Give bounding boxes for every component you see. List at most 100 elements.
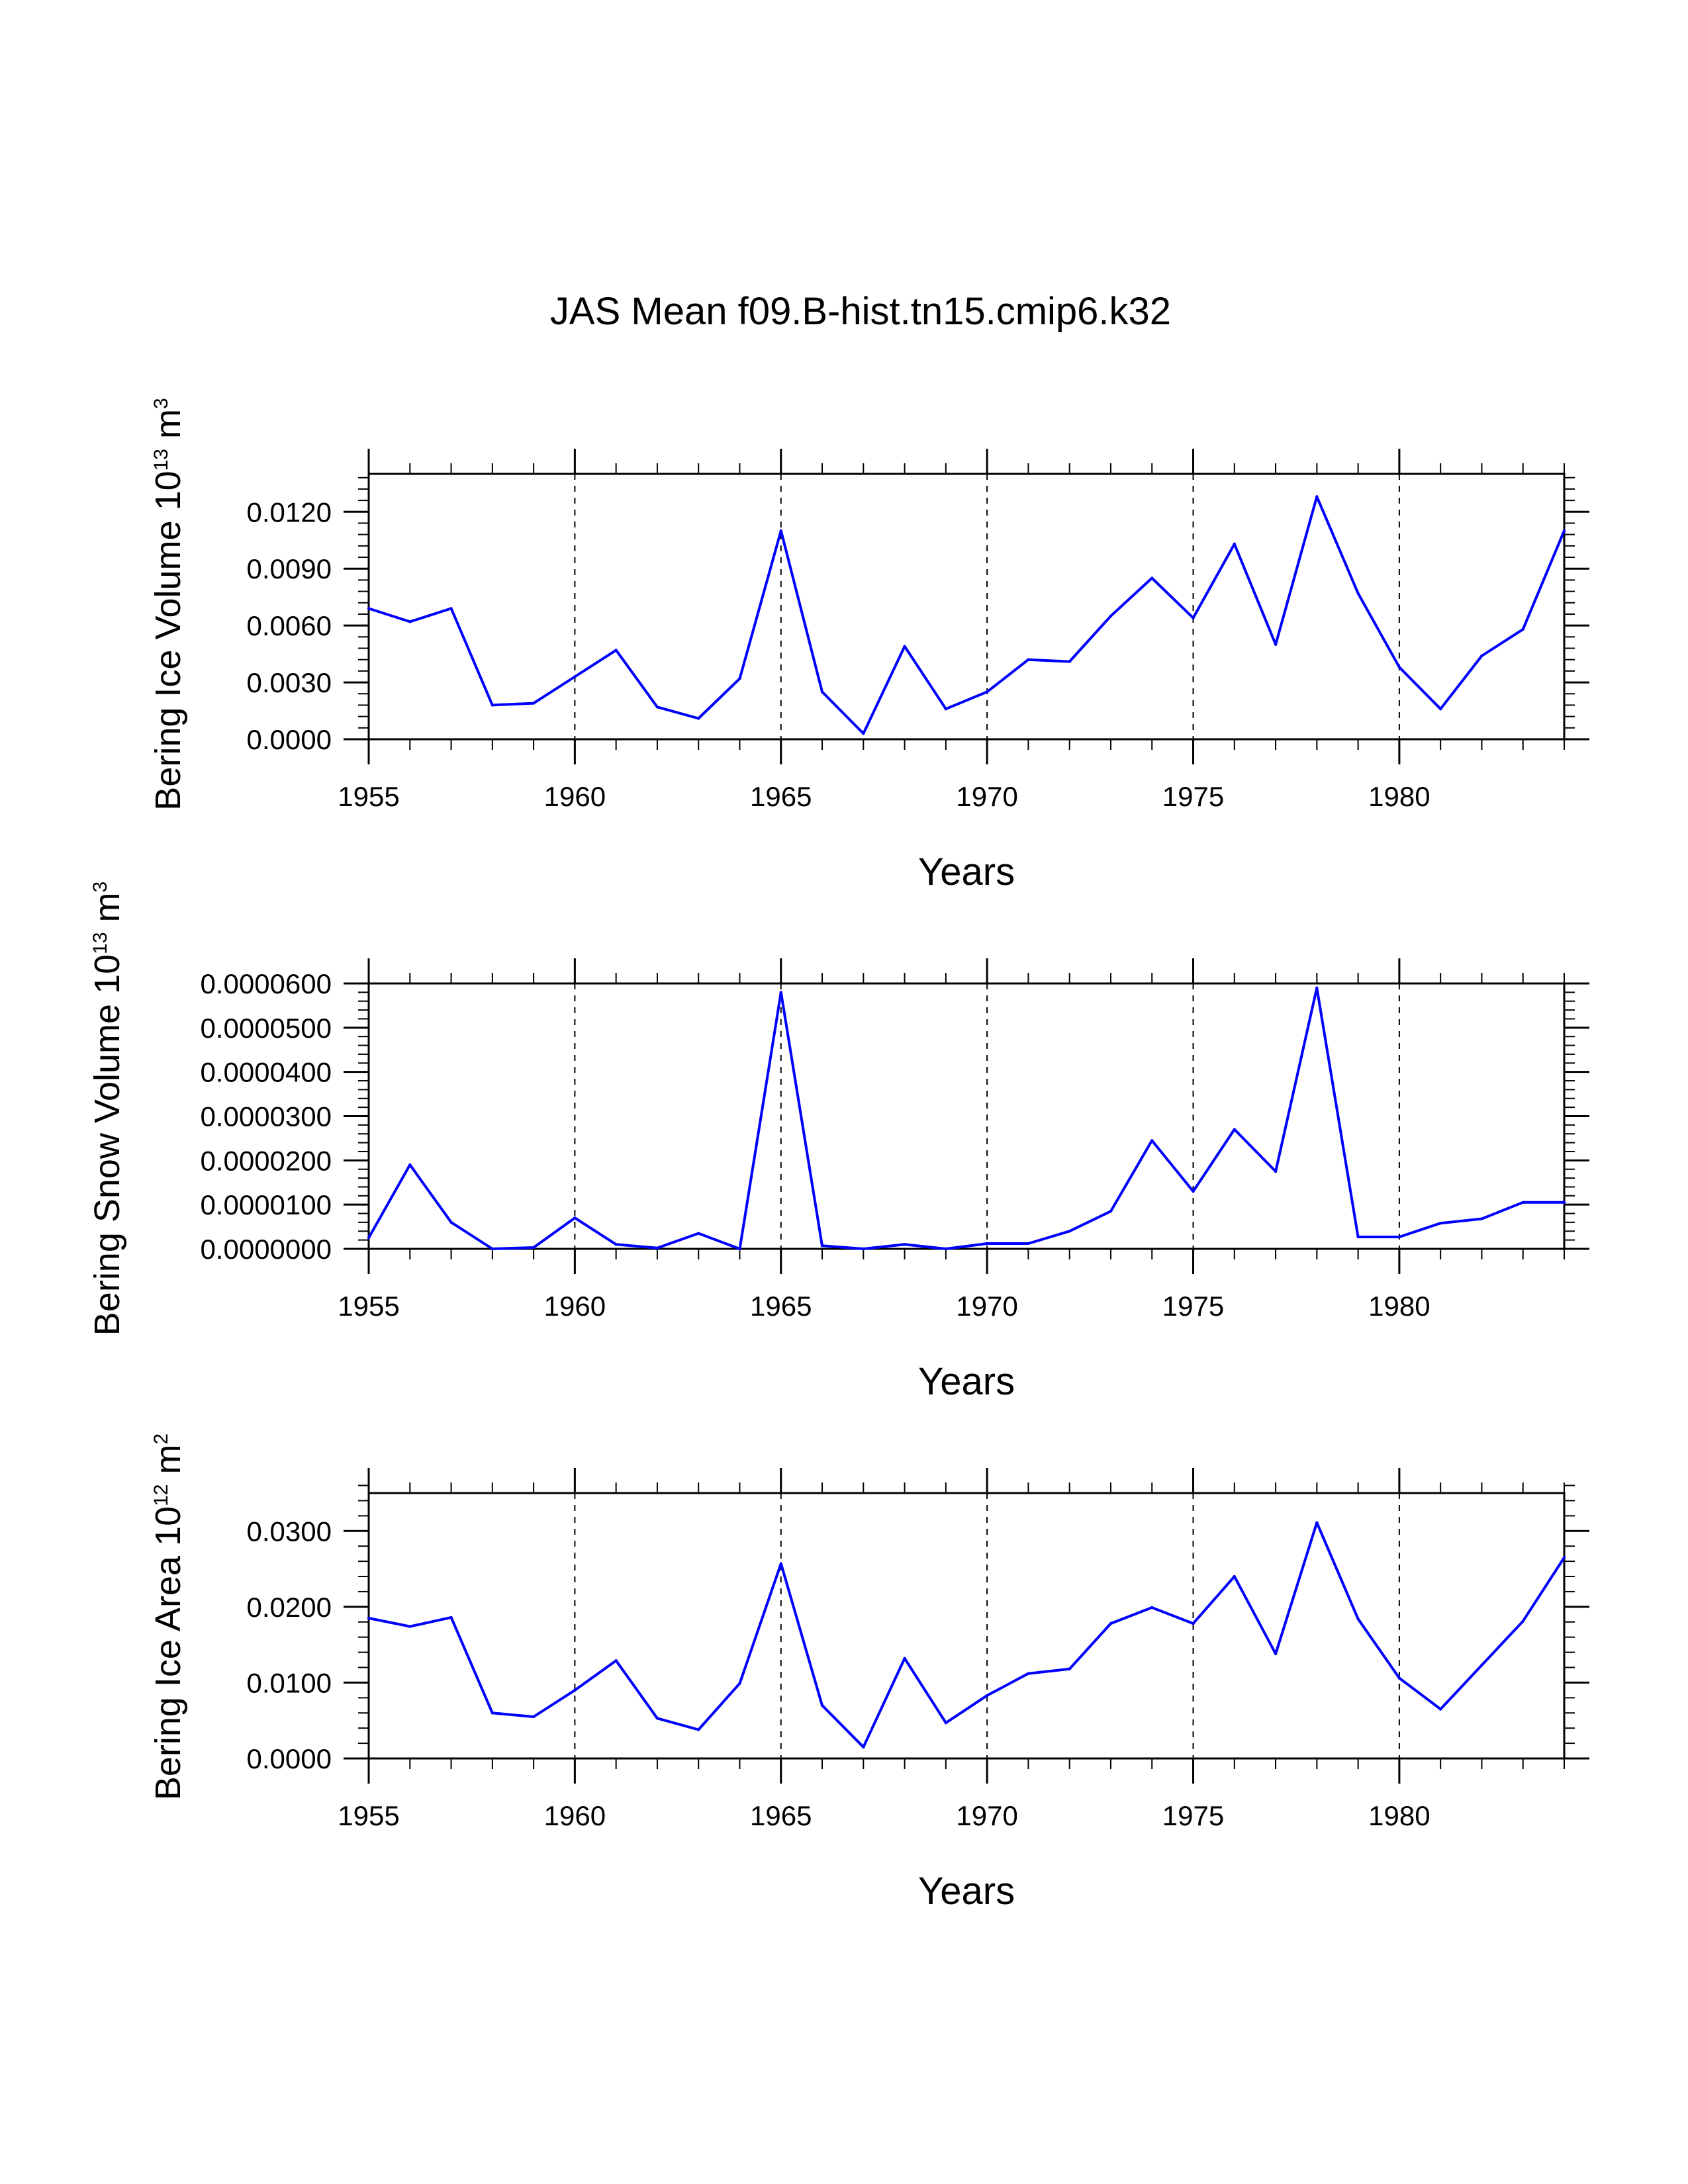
x-axis-label: Years: [918, 850, 1015, 893]
data-point: [532, 1246, 536, 1250]
x-tick-label: 1980: [1368, 781, 1430, 812]
data-point: [491, 1247, 494, 1251]
data-point: [1233, 1574, 1236, 1578]
data-point: [1192, 1189, 1195, 1193]
x-tick-label: 1975: [1162, 1291, 1224, 1322]
data-point: [1562, 529, 1566, 533]
data-point: [1150, 576, 1154, 580]
series-line: [368, 495, 1566, 735]
data-point: [1356, 1617, 1360, 1621]
x-tick-label: 1965: [750, 781, 812, 812]
data-point: [1438, 1222, 1442, 1225]
data-point: [1109, 1209, 1113, 1213]
data-point: [449, 1615, 453, 1619]
chart-title: JAS Mean f09.B-hist.tn15.cmip6.k32: [550, 290, 1171, 333]
data-point: [1438, 707, 1442, 711]
x-axis-label: Years: [918, 1870, 1015, 1913]
data-point: [1274, 1169, 1278, 1173]
data-point: [1109, 614, 1113, 618]
data-point: [1356, 592, 1360, 595]
data-point: [1109, 1621, 1113, 1625]
data-point: [408, 1163, 412, 1167]
data-point: [573, 1688, 577, 1692]
y-tick-label: 0.0000200: [200, 1145, 332, 1176]
x-tick-label: 1970: [956, 781, 1017, 812]
series-line: [367, 986, 1564, 1250]
data-point: [903, 645, 906, 648]
data-point: [449, 1220, 453, 1224]
x-tick-label: 1965: [750, 1291, 812, 1322]
data-point: [985, 690, 989, 694]
data-point: [614, 1659, 618, 1662]
data-point: [944, 1247, 948, 1251]
x-tick-label: 1960: [544, 1800, 606, 1831]
data-point: [820, 1244, 824, 1248]
data-point: [491, 704, 494, 707]
data-point: [1027, 658, 1030, 661]
data-point: [697, 1232, 700, 1235]
y-axis-label-exponent: 3: [150, 398, 172, 409]
data-point: [862, 1745, 865, 1749]
y-axis-label: Bering Ice Volume 1013 m3: [148, 398, 188, 810]
data-point: [367, 1616, 371, 1620]
plot-frame: [367, 473, 1566, 741]
data-point: [532, 702, 536, 705]
data-point: [1274, 643, 1278, 646]
data-point: [779, 1562, 782, 1565]
y-axis-label-exponent: 2: [150, 1433, 172, 1445]
data-point: [1233, 542, 1236, 546]
data-point: [1150, 1139, 1154, 1142]
x-tick-label: 1955: [338, 781, 399, 812]
data-point: [903, 1243, 906, 1246]
x-tick-label: 1975: [1162, 1800, 1224, 1831]
data-point: [1315, 986, 1319, 989]
x-axis-label: Years: [918, 1360, 1015, 1403]
y-axis-label: Bering Ice Area 1012 m2: [148, 1433, 188, 1800]
data-point: [532, 1715, 536, 1719]
y-axis-label-exponent: 13: [150, 449, 172, 471]
y-tick-label: 0.0120: [247, 496, 332, 527]
x-tick-label: 1980: [1368, 1291, 1430, 1322]
y-axis-label-part: m: [148, 409, 188, 449]
data-point: [820, 1704, 824, 1707]
y-axis-label-exponent: 13: [89, 932, 111, 954]
data-point: [1315, 1521, 1319, 1524]
y-tick-label: 0.0030: [247, 667, 332, 698]
data-point: [820, 690, 824, 694]
data-point: [1397, 665, 1401, 669]
data-point: [1562, 1201, 1566, 1205]
data-point: [944, 707, 948, 711]
y-axis-label-part: Bering Ice Area 10: [148, 1506, 188, 1800]
data-point: [1274, 1652, 1278, 1656]
data-point: [1068, 1230, 1071, 1233]
plot-frame: [367, 982, 1566, 1250]
data-point: [655, 1717, 659, 1720]
y-tick-label: 0.0000100: [200, 1189, 332, 1220]
data-point: [1397, 1676, 1401, 1680]
y-axis-label-part: m: [87, 892, 127, 932]
data-point: [408, 1625, 412, 1628]
data-point: [449, 607, 453, 610]
data-point: [1068, 660, 1071, 663]
data-point: [1192, 1621, 1195, 1625]
data-point: [862, 1247, 865, 1251]
y-axis-label-exponent: 12: [150, 1484, 172, 1506]
data-point: [1521, 627, 1524, 631]
data-point: [1480, 1663, 1483, 1667]
data-point: [1068, 1667, 1071, 1671]
data-point: [1027, 1242, 1030, 1246]
data-point: [1562, 1556, 1566, 1559]
data-point: [738, 677, 741, 680]
data-point: [1480, 1217, 1483, 1220]
series-line: [368, 1521, 1566, 1749]
data-point: [738, 1682, 741, 1685]
y-tick-label: 0.0060: [247, 610, 332, 641]
data-point: [1521, 1201, 1524, 1205]
data-point: [655, 1246, 659, 1250]
y-tick-label: 0.0200: [247, 1592, 332, 1623]
data-point: [862, 732, 865, 735]
y-tick-label: 0.0000600: [200, 968, 332, 999]
data-point: [738, 1247, 741, 1251]
x-tick-label: 1965: [750, 1800, 812, 1831]
